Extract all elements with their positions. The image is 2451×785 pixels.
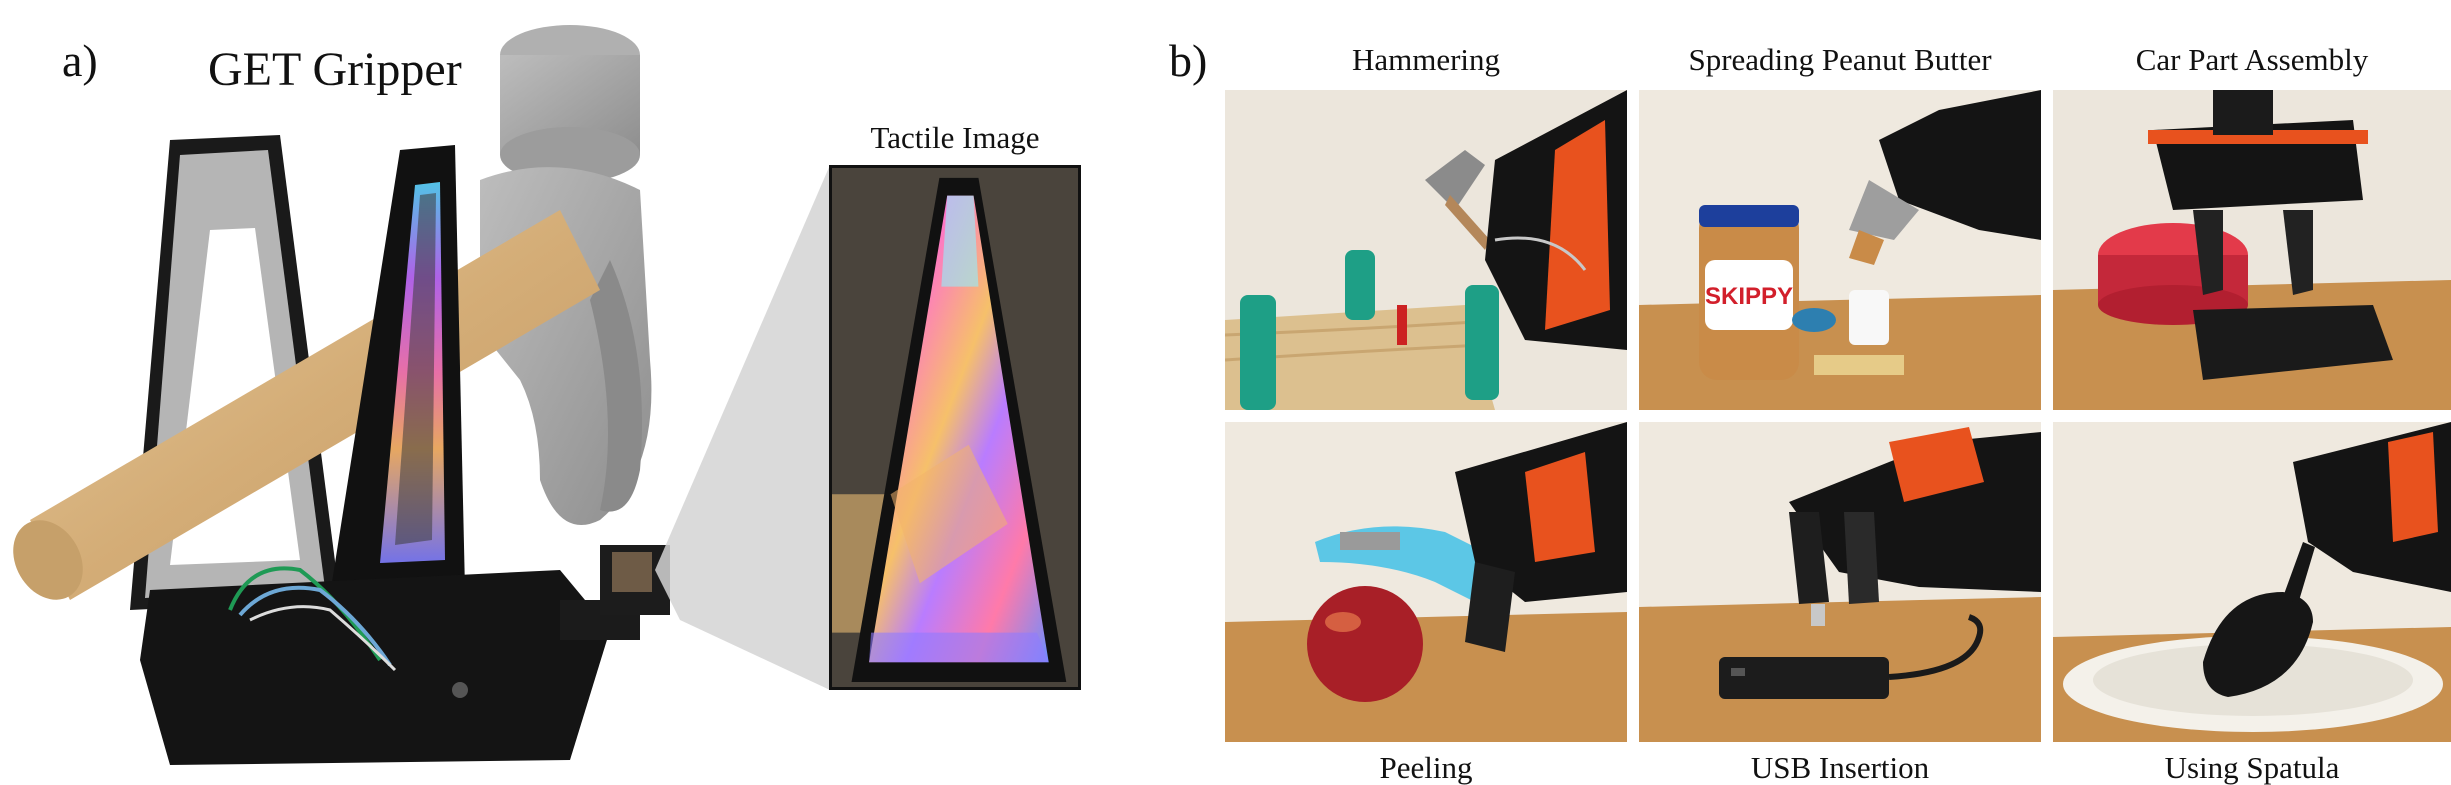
task-label-usb: USB Insertion — [1750, 750, 1930, 785]
task-label-peeling: Peeling — [1379, 750, 1473, 785]
tactile-image-label: Tactile Image — [870, 120, 1040, 155]
photo-usb — [1639, 422, 2041, 742]
photo-hammering — [1225, 90, 1627, 410]
panel-a-letter: a) — [62, 35, 98, 86]
jar-brand-text: SKIPPY — [1705, 283, 1793, 310]
task-label-car-part: Car Part Assembly — [2135, 42, 2369, 77]
task-label-spatula: Using Spatula — [2164, 750, 2340, 785]
tactile-image-inset — [829, 165, 1081, 690]
panel-b-letter: b) — [1169, 35, 1208, 86]
photo-spatula — [2053, 422, 2451, 742]
photo-car-part — [2053, 90, 2451, 410]
panel-a-title: GET Gripper — [208, 43, 462, 96]
zoom-projection — [655, 165, 830, 690]
gripper-illustration — [13, 25, 830, 765]
task-label-peanut-butter: Spreading Peanut Butter — [1688, 42, 1992, 77]
gripper-base — [140, 545, 670, 765]
photo-peanut-butter: SKIPPY — [1639, 90, 2041, 410]
front-finger — [330, 145, 465, 595]
task-label-hammering: Hammering — [1351, 42, 1501, 77]
photo-peeling — [1225, 422, 1627, 742]
